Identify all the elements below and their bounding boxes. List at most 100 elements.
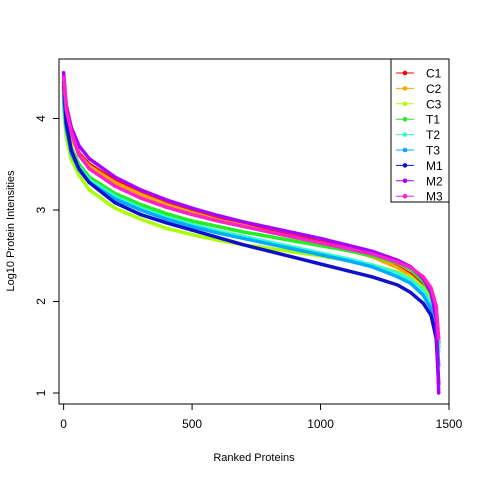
data-point [241,243,246,247]
legend-marker [402,178,408,184]
legend-label: T2 [426,128,440,142]
data-point [87,157,91,161]
legend-label: M1 [426,159,443,173]
data-point [421,301,425,305]
data-point [139,192,143,196]
data-point [164,212,168,216]
data-point [429,307,433,311]
data-point [241,230,246,234]
data-point [164,217,168,221]
data-point [190,213,194,217]
data-point [344,258,348,262]
legend-marker [402,193,408,199]
data-point [396,275,400,279]
legend-item-M3: M3 [396,190,443,204]
data-point [241,236,246,240]
data-point [344,268,348,272]
legend-item-C1: C1 [396,67,442,81]
data-point [318,241,323,245]
data-point [164,205,168,209]
data-point [437,336,441,340]
data-point [190,233,194,237]
legend-marker [402,86,408,91]
y-tick-label: 2 [34,298,48,305]
series-line-C2 [61,89,441,350]
data-point [139,202,143,207]
x-axis: 0 500 1000 1500 [60,403,463,431]
legend-label: M3 [426,190,443,204]
data-point [164,221,168,225]
data-point [396,271,400,275]
data-point [241,220,246,224]
x-tick-label: 1000 [307,417,334,431]
data-point [113,175,117,179]
data-point [216,224,220,229]
data-point [370,252,374,256]
data-point [69,130,73,134]
data-point [216,219,220,223]
data-point [190,219,194,223]
data-point [293,247,297,251]
data-point [408,290,413,294]
legend-label: C2 [426,82,442,96]
data-point [87,180,91,185]
data-point [64,121,68,125]
data-point [87,167,91,171]
data-point [64,107,68,111]
data-point [370,275,374,279]
data-point [267,242,271,246]
data-point [62,75,66,79]
data-point [190,224,194,229]
legend-box [390,58,450,203]
data-point [396,266,400,270]
legend-label: T1 [426,113,440,127]
data-point [267,230,271,234]
legend-marker [402,132,408,137]
data-point [216,213,220,218]
data-point [267,249,271,253]
data-point [408,266,413,270]
data-point [139,208,143,212]
data-point [318,253,323,257]
y-axis-title: Log10 Protein Intensities [5,170,17,292]
series-M3 [61,75,441,340]
series-T3 [61,93,441,368]
data-point [77,167,81,171]
data-point [216,235,220,239]
y-axis: 1 2 3 4 [34,115,60,396]
legend-item-M2: M2 [396,174,443,188]
x-tick-label: 500 [182,417,202,431]
data-point [396,260,400,264]
series-line-T3 [61,93,441,368]
data-point [77,153,81,157]
data-point [113,184,117,188]
data-point [318,244,323,248]
data-point [421,275,425,279]
data-point [421,288,425,293]
legend-label: C3 [426,97,442,111]
data-point [429,313,433,317]
legend-item-T2: T2 [396,128,440,142]
data-point [434,304,438,308]
y-tick-label: 4 [34,115,48,122]
data-point [190,206,194,210]
data-point [62,71,66,75]
data-point [113,180,117,185]
data-point [429,286,433,290]
data-point [139,217,143,221]
legend-label: C1 [426,67,442,81]
legend-item-C2: C2 [396,82,442,96]
series-layer [61,70,441,395]
x-tick-label: 1500 [436,417,463,431]
data-point [267,225,271,229]
data-point [293,239,297,243]
legend-marker [402,147,408,153]
data-point [408,277,413,282]
data-point [113,197,117,201]
data-point [396,283,400,287]
legend-marker [402,70,408,76]
data-point [87,188,91,192]
y-tick-label: 1 [34,389,48,396]
data-point [77,173,81,177]
